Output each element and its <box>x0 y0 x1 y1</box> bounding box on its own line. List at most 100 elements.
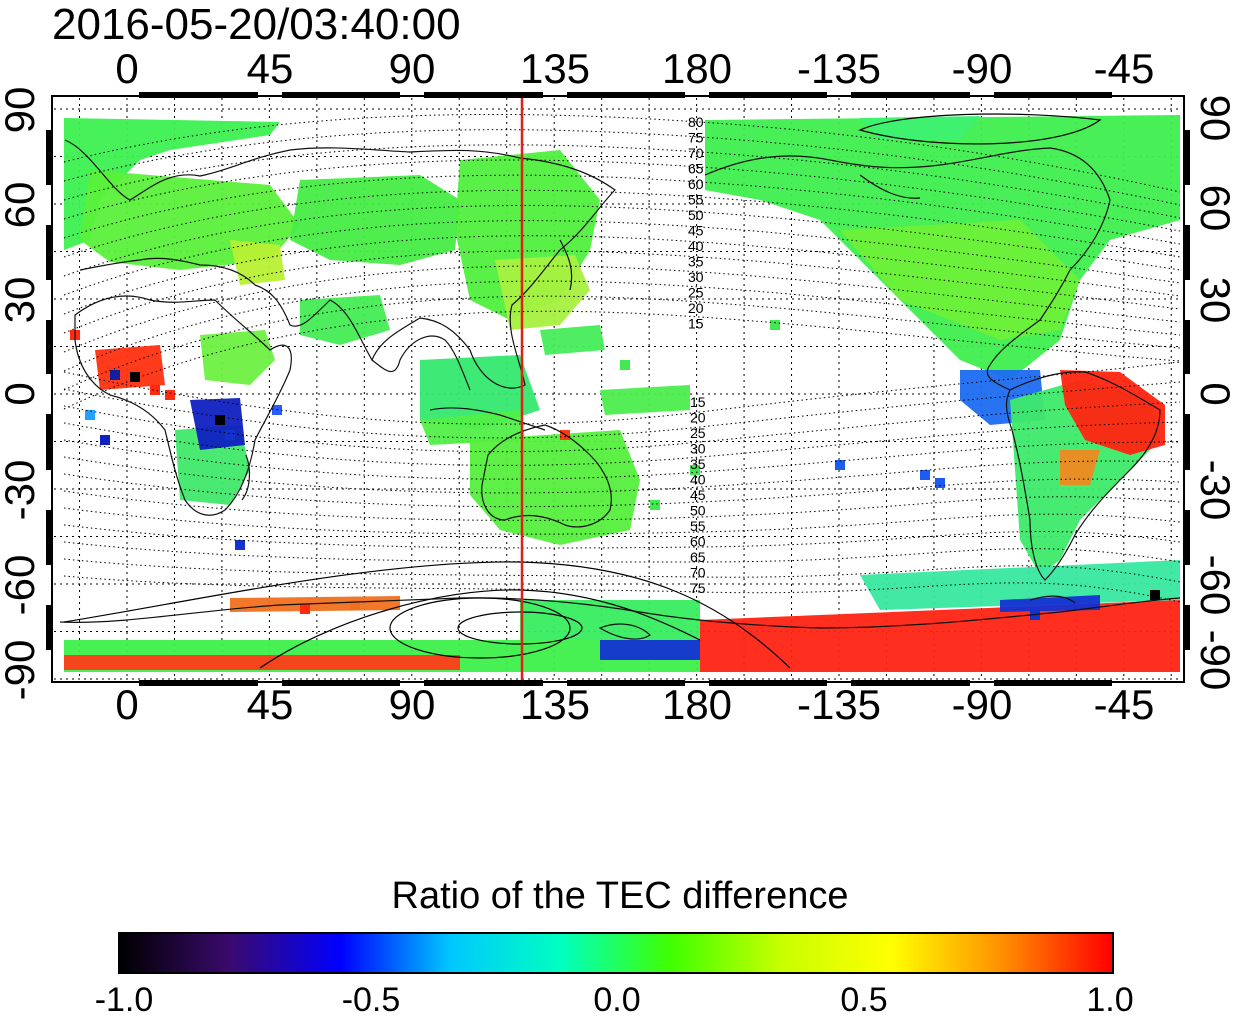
tec-data-pixel <box>235 540 245 550</box>
tec-data-pixel <box>690 465 700 475</box>
contour-label: 60 <box>690 534 706 550</box>
axis-tick-bar <box>46 510 52 565</box>
axis-tick-bar <box>424 680 543 686</box>
contour-label: 55 <box>690 518 706 534</box>
contour-line <box>63 113 1181 193</box>
tec-data-patches <box>64 115 1180 672</box>
tec-data-pixel <box>1150 590 1160 600</box>
contour-line <box>63 361 1181 425</box>
contour-line <box>63 235 1181 315</box>
colorbar-tick: 0.5 <box>840 981 888 1019</box>
tec-data-pixel <box>130 372 140 382</box>
tec-data-pixel <box>215 415 225 425</box>
contour-label: 20 <box>688 300 704 316</box>
axis-tick-bar <box>1184 130 1190 185</box>
contour-line <box>63 295 1181 391</box>
contour-label: 40 <box>690 472 706 488</box>
axis-tick-bar <box>994 680 1112 686</box>
contour-line <box>63 421 1181 466</box>
tec-data-patch <box>200 330 275 385</box>
contour-line <box>63 189 1181 258</box>
tec-data-patch <box>700 600 1180 672</box>
contour-label: 50 <box>690 503 706 519</box>
contour-labels: 8075706560555045403530252015152025303540… <box>688 114 706 596</box>
bottom-lon-tick: 90 <box>388 681 436 728</box>
contour-label: 50 <box>688 207 704 223</box>
top-lon-tick: -45 <box>1093 45 1155 92</box>
tec-data-pixel <box>350 600 360 610</box>
axis-tick-bar <box>139 92 258 98</box>
contour-line <box>63 473 1181 508</box>
tec-data-pixel <box>620 360 630 370</box>
top-lon-tick: 0 <box>115 45 139 92</box>
tec-data-patch <box>520 600 700 640</box>
contour-line <box>63 205 1181 277</box>
top-lon-tick: 180 <box>661 45 733 92</box>
contour-line <box>63 265 1181 353</box>
contour-label: 75 <box>690 580 706 596</box>
contour-line <box>63 524 1181 549</box>
axis-tick-bar <box>282 92 400 98</box>
axis-tick-bar <box>424 92 543 98</box>
contour-line <box>63 558 1181 583</box>
tec-data-pixel <box>920 470 930 480</box>
contour-line <box>457 611 583 645</box>
axis-tick-bar <box>1184 510 1190 565</box>
axis-tick-bar <box>46 320 52 374</box>
tec-data-pixel <box>150 385 160 395</box>
contour-label: 30 <box>690 441 706 457</box>
top-lon-tick: 45 <box>246 45 294 92</box>
tec-data-patch <box>840 220 1080 340</box>
timestamp-title: 2016-05-20/03:40:00 <box>52 0 461 49</box>
axis-tick-bar <box>1184 320 1190 374</box>
contour-line <box>63 220 1181 296</box>
contour-label: 70 <box>688 145 704 161</box>
tec-data-patch <box>600 385 690 415</box>
tec-data-pixel <box>300 604 310 614</box>
contour-line <box>63 561 791 669</box>
colorbar-title: Ratio of the TEC difference <box>391 875 849 917</box>
contour-label: 30 <box>688 269 704 285</box>
tec-data-pixel <box>770 320 780 330</box>
contour-line <box>259 589 701 669</box>
bottom-lon-tick: -135 <box>796 681 882 728</box>
contour-line <box>63 541 1181 563</box>
contour-label: 40 <box>688 238 704 254</box>
top-lon-tick: -135 <box>796 45 882 92</box>
contour-label: 35 <box>688 254 704 270</box>
tec-data-patch <box>860 116 980 140</box>
colorbar-tick: -1.0 <box>94 981 154 1019</box>
tec-data-patch <box>1000 595 1100 612</box>
axis-tick-bar <box>567 92 685 98</box>
bottom-lon-tick: 0 <box>115 681 139 728</box>
tec-data-patch <box>64 655 460 670</box>
contour-label: 65 <box>688 161 704 177</box>
contour-label: 80 <box>688 114 704 130</box>
contour-line <box>63 456 1181 494</box>
axis-tick-bars <box>46 92 1190 686</box>
bottom-lon-tick: -45 <box>1093 681 1155 728</box>
contour-label: 15 <box>690 394 706 410</box>
top-lon-tick: 90 <box>388 45 436 92</box>
tec-data-patch <box>1060 370 1165 455</box>
colorbar-tick: 1.0 <box>1086 981 1134 1019</box>
axis-tick-bar <box>1184 414 1190 470</box>
tec-data-pixel <box>650 500 660 510</box>
magnetic-contours <box>63 113 1181 669</box>
colorbar-tick: 0.0 <box>593 981 641 1019</box>
axis-tick-bar <box>851 680 970 686</box>
tec-data-pixel <box>935 478 945 488</box>
axis-tick-bar <box>1184 605 1190 650</box>
bottom-lon-tick: -90 <box>951 681 1013 728</box>
top-lon-tick: 135 <box>519 45 591 92</box>
bottom-lon-tick: 135 <box>519 681 591 728</box>
tec-data-patch <box>64 118 280 250</box>
contour-label: 70 <box>690 565 706 581</box>
contour-label: 45 <box>690 487 706 503</box>
tec-data-patch <box>1060 450 1100 485</box>
tec-data-patch <box>230 240 285 285</box>
top-lon-tick: -90 <box>951 45 1013 92</box>
contour-label: 25 <box>688 285 704 301</box>
axis-tick-bar <box>994 92 1112 98</box>
contour-line <box>858 113 1102 145</box>
